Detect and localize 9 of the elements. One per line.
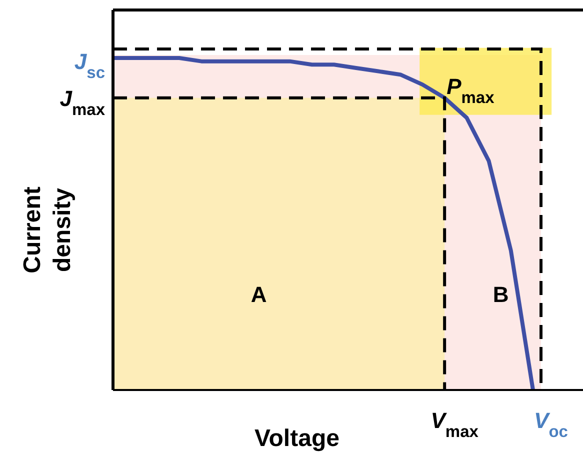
annotation: B bbox=[492, 282, 509, 307]
text: J$_{max}$ bbox=[60, 86, 106, 119]
annotation: P$_{max}$ bbox=[446, 74, 496, 107]
annotation: A bbox=[250, 282, 267, 307]
text: V$_{oc}$ bbox=[534, 408, 568, 441]
text: V$_{max}$ bbox=[430, 408, 480, 441]
text: J$_{sc}$ bbox=[74, 49, 105, 82]
x-axis-title: Voltage bbox=[254, 425, 340, 452]
y-axis-title: Current density bbox=[19, 186, 76, 274]
